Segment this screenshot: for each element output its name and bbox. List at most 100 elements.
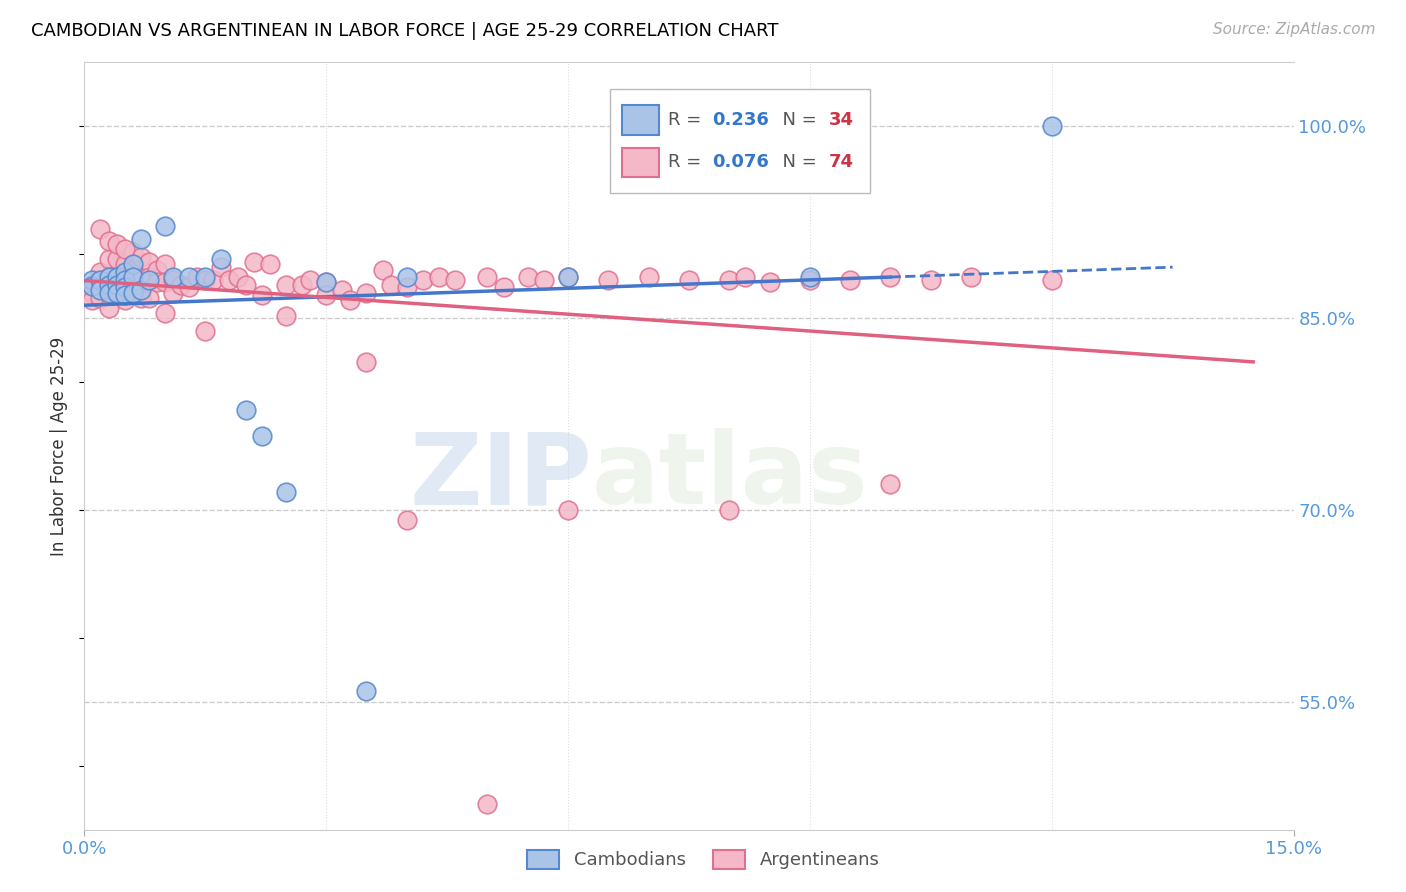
Point — [274, 277, 297, 292]
Point — [97, 285, 120, 300]
Point — [105, 270, 128, 285]
Point — [799, 270, 821, 285]
Point — [129, 250, 152, 264]
Point — [179, 280, 201, 294]
Point — [412, 273, 434, 287]
Point — [960, 270, 983, 285]
Point — [299, 273, 322, 287]
Point — [153, 306, 176, 320]
Point — [371, 262, 394, 277]
Point — [121, 270, 143, 285]
Point — [879, 270, 901, 285]
Point — [356, 354, 378, 368]
Point — [194, 270, 217, 285]
Point — [105, 252, 128, 267]
Point — [235, 403, 257, 417]
Point — [146, 262, 169, 277]
Point — [97, 235, 120, 249]
Text: Source: ZipAtlas.com: Source: ZipAtlas.com — [1212, 22, 1375, 37]
Point — [218, 273, 240, 287]
Point — [129, 270, 152, 285]
Point — [129, 291, 152, 305]
Point — [82, 273, 104, 287]
Point — [226, 270, 249, 285]
FancyBboxPatch shape — [623, 147, 659, 177]
Point — [170, 277, 193, 292]
Point — [153, 219, 176, 233]
Point — [202, 273, 225, 287]
Point — [395, 280, 418, 294]
Point — [356, 684, 378, 698]
Point — [315, 276, 337, 290]
Point — [533, 273, 555, 287]
Point — [250, 429, 273, 443]
Point — [477, 270, 499, 285]
Point — [477, 797, 499, 811]
Point — [162, 285, 184, 300]
Point — [839, 273, 862, 287]
Point — [121, 262, 143, 277]
Point — [138, 291, 160, 305]
Point — [153, 276, 176, 290]
Point — [209, 260, 232, 274]
Point — [89, 291, 111, 305]
Point — [82, 293, 104, 308]
Point — [516, 270, 538, 285]
Point — [114, 257, 136, 271]
Point — [114, 288, 136, 302]
Point — [121, 244, 143, 259]
FancyBboxPatch shape — [610, 89, 870, 193]
Point — [250, 288, 273, 302]
Point — [291, 277, 314, 292]
Point — [162, 270, 184, 285]
Point — [114, 273, 136, 287]
Point — [105, 237, 128, 252]
Point — [1040, 120, 1063, 134]
Point — [89, 221, 111, 235]
Point — [121, 285, 143, 300]
Text: N =: N = — [770, 111, 823, 129]
Point — [179, 270, 201, 285]
Point — [274, 309, 297, 323]
Point — [235, 277, 257, 292]
Point — [380, 277, 402, 292]
Point — [97, 270, 120, 285]
Point — [315, 288, 337, 302]
Point — [242, 255, 264, 269]
Point — [492, 280, 515, 294]
Point — [879, 477, 901, 491]
Point — [557, 503, 579, 517]
Point — [209, 252, 232, 267]
Point — [1040, 273, 1063, 287]
Point — [146, 276, 169, 290]
Point — [444, 273, 467, 287]
Point — [97, 301, 120, 315]
Text: 0.236: 0.236 — [711, 111, 769, 129]
Point — [82, 285, 104, 300]
Point — [718, 503, 741, 517]
Point — [105, 285, 128, 300]
Text: R =: R = — [668, 111, 707, 129]
Point — [82, 279, 104, 293]
Point — [114, 265, 136, 279]
Point — [105, 270, 128, 285]
Point — [114, 293, 136, 308]
Text: 0.076: 0.076 — [711, 153, 769, 171]
Point — [734, 270, 756, 285]
Point — [114, 242, 136, 256]
Y-axis label: In Labor Force | Age 25-29: In Labor Force | Age 25-29 — [51, 336, 69, 556]
Point — [138, 273, 160, 287]
Point — [557, 270, 579, 285]
Point — [162, 273, 184, 287]
Point — [395, 270, 418, 285]
Point — [114, 277, 136, 292]
Text: atlas: atlas — [592, 428, 869, 525]
FancyBboxPatch shape — [623, 105, 659, 135]
Point — [138, 270, 160, 285]
Point — [89, 273, 111, 287]
Point — [718, 273, 741, 287]
Point — [105, 277, 128, 292]
Point — [330, 283, 353, 297]
Point — [259, 257, 281, 271]
Point — [637, 270, 659, 285]
